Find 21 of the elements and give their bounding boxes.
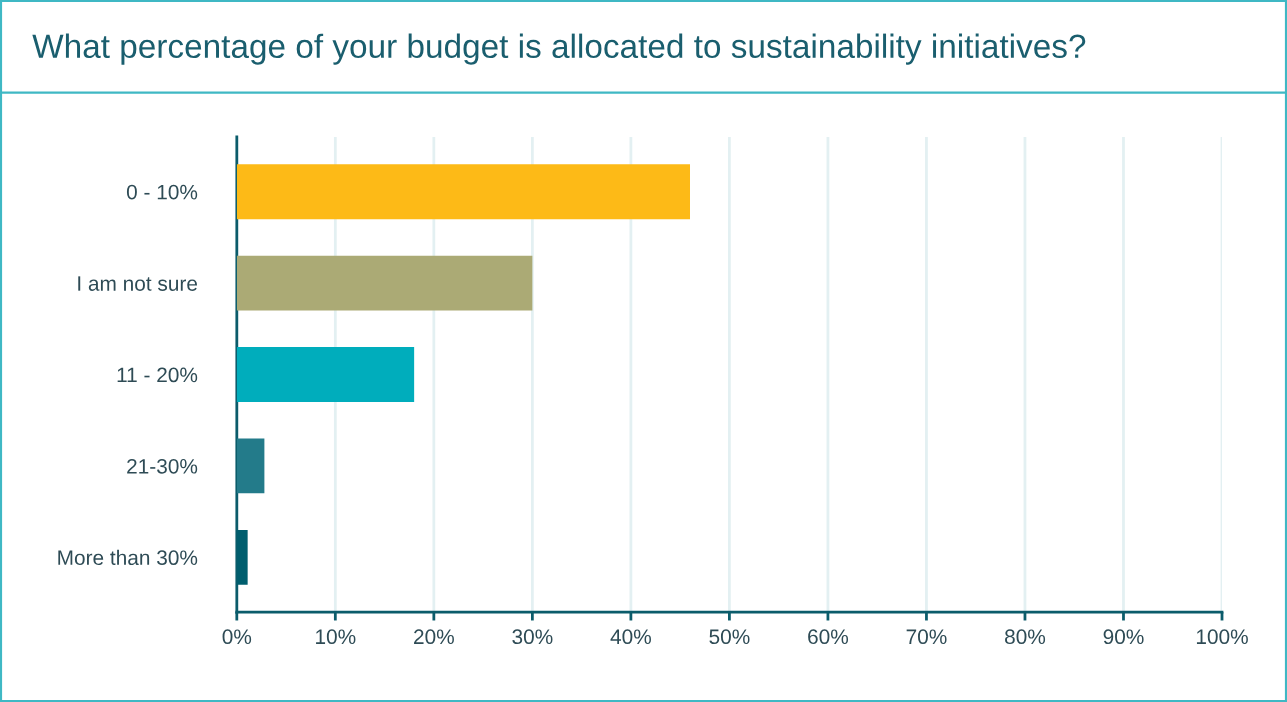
y-tick-label: 21-30% <box>127 458 198 474</box>
chart-title: What percentage of your budget is allocated to sustainability initiatives? <box>32 33 1086 65</box>
x-tick-label: 40% <box>610 629 651 645</box>
x-tick-label: 10% <box>316 629 356 645</box>
x-tick-label: 80% <box>1005 629 1046 645</box>
x-tick-label: 30% <box>512 629 553 645</box>
y-tick-label: 11 - 20% <box>117 367 198 383</box>
y-tick-label: I am not sure <box>78 276 197 291</box>
x-tick-label: 100% <box>1196 629 1248 645</box>
x-tick-label: 70% <box>906 629 947 645</box>
bar <box>236 438 265 494</box>
x-tick-label: 20% <box>414 629 454 645</box>
bar <box>236 347 415 402</box>
y-tick-label: More than 30% <box>58 549 198 566</box>
y-tick-label: 0 - 10% <box>126 184 198 200</box>
x-tick-label: 0% <box>222 629 252 645</box>
x-tick-label: 50% <box>709 629 750 645</box>
x-tick-label: 60% <box>808 629 849 645</box>
bar <box>236 255 533 311</box>
x-tick-label: 90% <box>1103 629 1144 645</box>
bar <box>236 164 690 220</box>
